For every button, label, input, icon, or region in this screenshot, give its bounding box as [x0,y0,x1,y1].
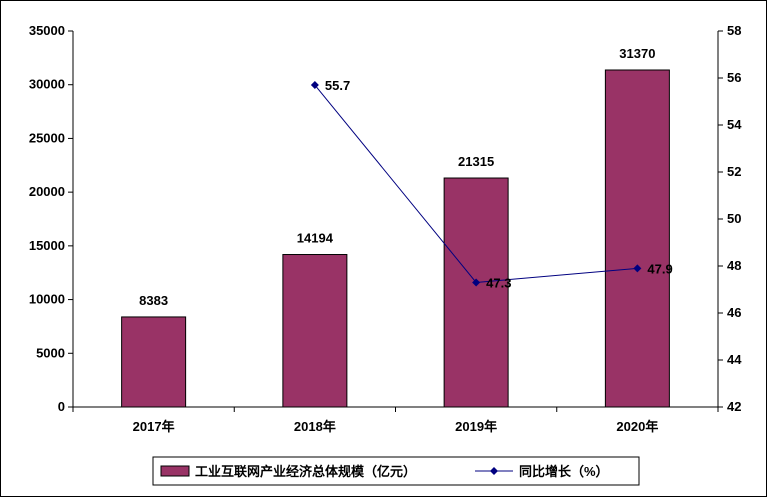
x-category-label: 2017年 [133,419,175,434]
y-right-tick-label: 58 [727,23,741,38]
line-value-label: 55.7 [325,78,350,93]
line-value-label: 47.3 [486,275,511,290]
x-category-label: 2018年 [294,419,336,434]
y-right-tick-label: 44 [727,352,742,367]
bar [443,177,509,408]
y-left-tick-label: 15000 [29,238,65,253]
y-right-tick-label: 46 [727,305,741,320]
bar-value-label: 21315 [458,154,494,169]
legend-bar-label: 工业互联网产业经济总体规模（亿元） [195,464,416,479]
y-left-tick-label: 0 [58,399,65,414]
line-value-label: 47.9 [647,261,672,276]
bar-value-label: 14194 [297,231,334,246]
legend-bar-swatch [160,465,190,477]
x-category-label: 2019年 [455,419,497,434]
y-left-tick-label: 5000 [36,345,65,360]
bar [282,254,348,408]
y-left-tick-label: 20000 [29,184,65,199]
bar [121,316,187,408]
y-left-tick-label: 35000 [29,23,65,38]
line-point-marker [472,278,481,287]
legend-line-marker [490,467,498,475]
y-left-tick-label: 30000 [29,77,65,92]
bar [604,69,670,408]
y-right-tick-label: 56 [727,70,741,85]
y-right-tick-label: 42 [727,399,741,414]
legend-line-label: 同比增长（%） [519,464,609,479]
y-right-tick-label: 48 [727,258,741,273]
line-point-marker [310,81,319,90]
bar-value-label: 31370 [619,46,655,61]
y-right-tick-label: 52 [727,164,741,179]
y-left-tick-label: 10000 [29,292,65,307]
legend-box [152,456,640,486]
y-left-tick-label: 25000 [29,130,65,145]
x-category-label: 2020年 [616,419,658,434]
bar-value-label: 8383 [139,293,168,308]
y-right-tick-label: 50 [727,211,741,226]
y-right-tick-label: 54 [727,117,742,132]
line-point-marker [633,264,642,273]
